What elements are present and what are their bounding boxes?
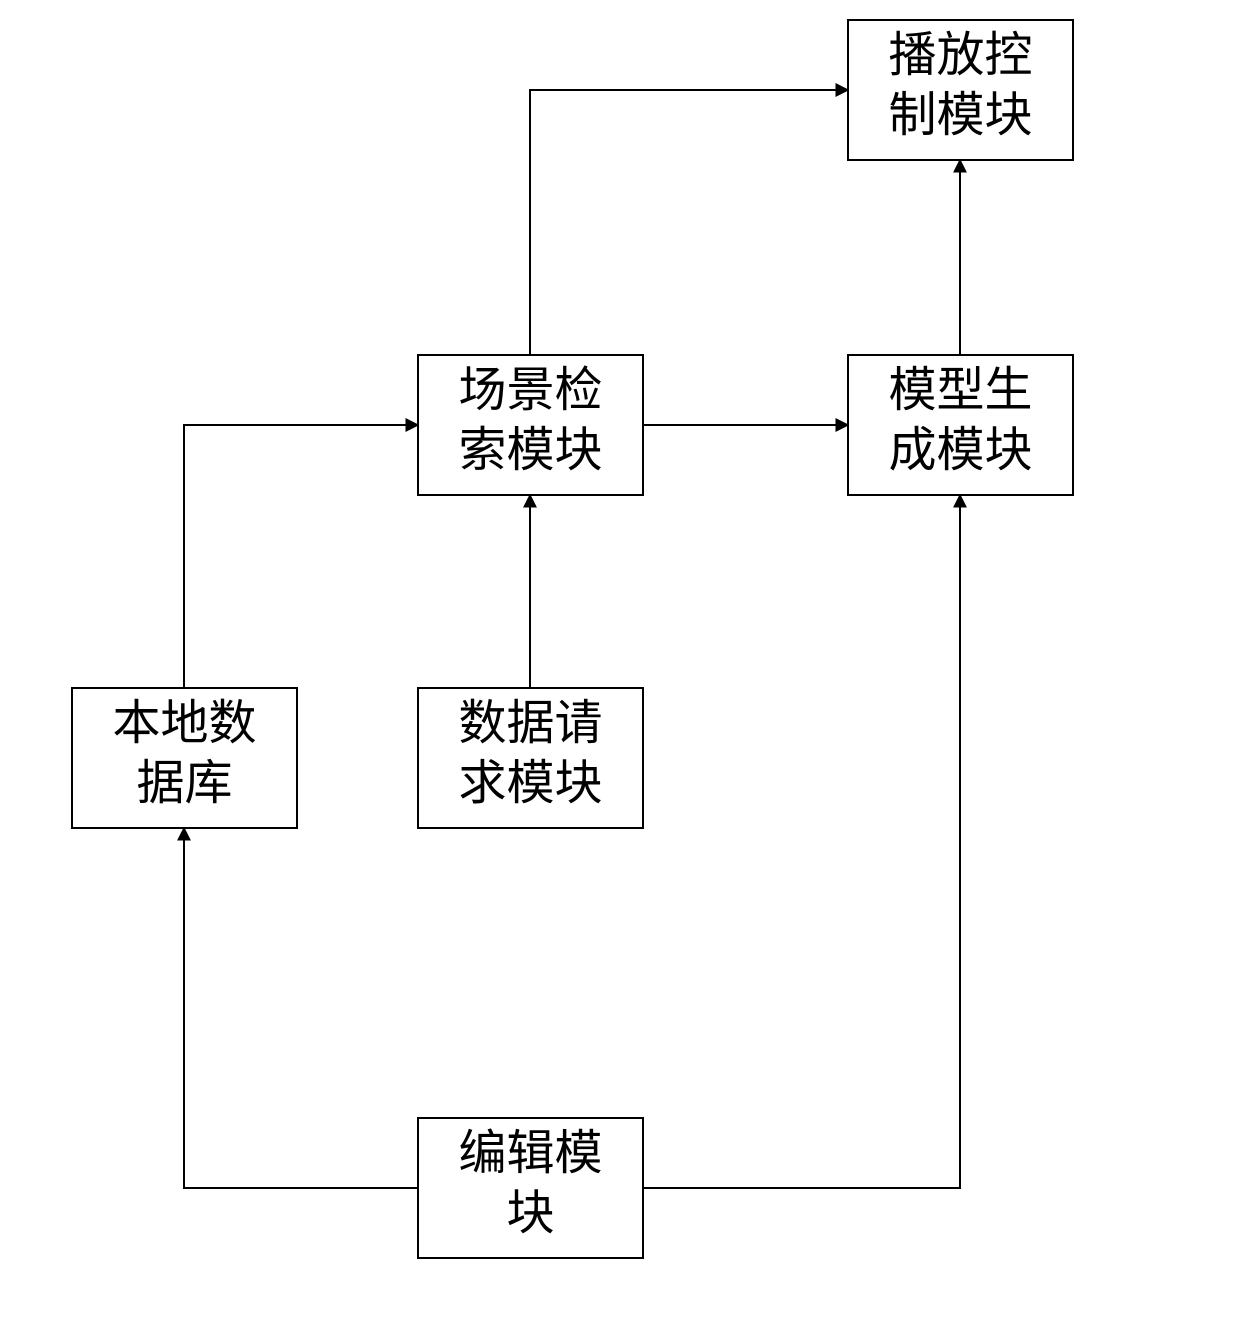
edge-edit-to-model — [643, 495, 960, 1188]
node-localdb: 本地数据库 — [72, 688, 297, 828]
node-model: 模型生成模块 — [848, 355, 1073, 495]
edge-scene-to-playback — [530, 90, 848, 355]
edge-edit-to-localdb — [184, 828, 418, 1188]
edge-localdb-to-scene — [184, 425, 418, 688]
node-scene: 场景检索模块 — [418, 355, 643, 495]
node-datareq: 数据请求模块 — [418, 688, 643, 828]
flowchart-canvas: 播放控制模块场景检索模块 模型生成模块本地数据库数据请求模块编辑模块 — [0, 0, 1240, 1325]
node-playback: 播放控制模块 — [848, 20, 1073, 160]
node-edit: 编辑模块 — [418, 1118, 643, 1258]
